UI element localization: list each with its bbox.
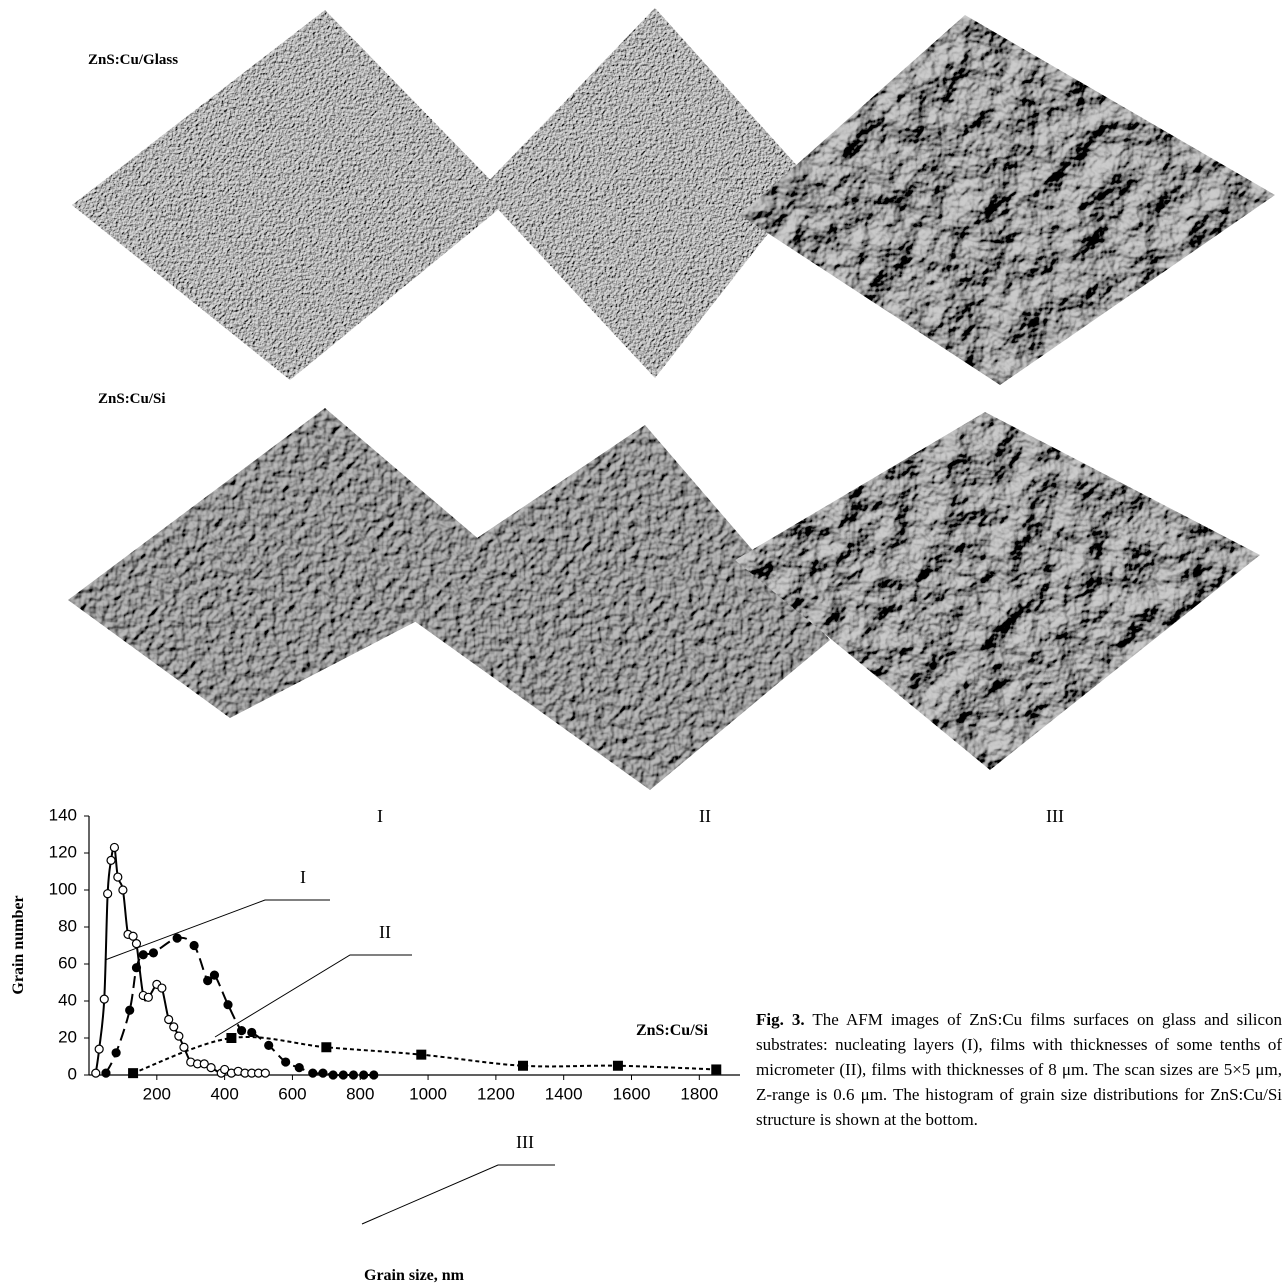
caption-label: Fig. 3. bbox=[756, 1010, 805, 1029]
marker bbox=[339, 1071, 347, 1079]
x-tick-label: 1600 bbox=[613, 1084, 651, 1103]
marker bbox=[95, 1045, 103, 1053]
y-tick-label: 100 bbox=[49, 879, 77, 898]
marker bbox=[139, 951, 147, 959]
marker bbox=[119, 886, 127, 894]
afm-image bbox=[380, 420, 840, 795]
y-tick-label: 40 bbox=[58, 990, 77, 1009]
marker bbox=[102, 1069, 110, 1077]
afm-image bbox=[730, 0, 1280, 390]
marker bbox=[173, 934, 181, 942]
marker bbox=[282, 1058, 290, 1066]
x-tick-label: 800 bbox=[346, 1084, 374, 1103]
marker bbox=[165, 1016, 173, 1024]
series-label: III bbox=[516, 1132, 534, 1152]
x-tick-label: 1400 bbox=[545, 1084, 583, 1103]
marker bbox=[210, 971, 218, 979]
marker bbox=[128, 1068, 138, 1078]
marker bbox=[132, 940, 140, 948]
marker bbox=[107, 856, 115, 864]
marker bbox=[100, 995, 108, 1003]
marker bbox=[92, 1069, 100, 1077]
leader-line bbox=[362, 1165, 555, 1224]
row-label: ZnS:Cu/Si bbox=[98, 391, 166, 407]
x-tick-label: 400 bbox=[210, 1084, 238, 1103]
x-axis-label: Grain size, nm bbox=[364, 1267, 465, 1284]
marker bbox=[132, 964, 140, 972]
marker bbox=[158, 984, 166, 992]
y-tick-label: 140 bbox=[49, 805, 77, 824]
marker bbox=[204, 977, 212, 985]
marker bbox=[613, 1061, 623, 1071]
marker bbox=[261, 1069, 269, 1077]
row-label: ZnS:Cu/Glass bbox=[88, 52, 178, 68]
marker bbox=[309, 1069, 317, 1077]
y-axis-label: Grain number bbox=[10, 895, 27, 994]
marker bbox=[110, 843, 118, 851]
marker bbox=[265, 1041, 273, 1049]
column-label: II bbox=[699, 806, 711, 826]
marker bbox=[349, 1071, 357, 1079]
marker bbox=[248, 1028, 256, 1036]
leader-line bbox=[215, 955, 412, 1037]
afm-images bbox=[60, 0, 1280, 795]
x-tick-label: 1800 bbox=[680, 1084, 718, 1103]
caption: Fig. 3. The AFM images of ZnS:Cu films s… bbox=[756, 1007, 1282, 1132]
x-tick-label: 1000 bbox=[409, 1084, 447, 1103]
column-label: III bbox=[1046, 806, 1064, 826]
marker bbox=[104, 890, 112, 898]
y-tick-label: 120 bbox=[49, 842, 77, 861]
marker bbox=[370, 1071, 378, 1079]
marker bbox=[207, 1064, 215, 1072]
marker bbox=[144, 993, 152, 1001]
x-tick-label: 1200 bbox=[477, 1084, 515, 1103]
marker bbox=[175, 1032, 183, 1040]
marker bbox=[295, 1064, 303, 1072]
x-tick-label: 600 bbox=[278, 1084, 306, 1103]
marker bbox=[321, 1042, 331, 1052]
marker bbox=[238, 1027, 246, 1035]
marker bbox=[518, 1061, 528, 1071]
marker bbox=[114, 873, 122, 881]
marker bbox=[224, 1001, 232, 1009]
caption-text: The AFM images of ZnS:Cu films surfaces … bbox=[756, 1010, 1282, 1129]
marker bbox=[112, 1049, 120, 1057]
afm-image bbox=[730, 405, 1270, 775]
marker bbox=[129, 932, 137, 940]
y-tick-label: 80 bbox=[58, 916, 77, 935]
leader-line bbox=[105, 900, 330, 960]
series-label: II bbox=[379, 922, 391, 942]
x-tick-label: 200 bbox=[143, 1084, 171, 1103]
marker bbox=[170, 1023, 178, 1031]
series-label: I bbox=[300, 867, 306, 887]
marker bbox=[329, 1071, 337, 1079]
marker bbox=[319, 1069, 327, 1077]
page: ZnS:Cu/Glass ZnS:Cu/Si I II III ZnS:Cu/S… bbox=[0, 0, 1283, 1288]
marker bbox=[126, 1006, 134, 1014]
chart-annotation: ZnS:Cu/Si bbox=[636, 1022, 709, 1039]
y-tick-label: 0 bbox=[68, 1064, 77, 1083]
marker bbox=[190, 942, 198, 950]
column-label: I bbox=[377, 806, 383, 826]
marker bbox=[360, 1071, 368, 1079]
y-tick-label: 60 bbox=[58, 953, 77, 972]
y-tick-label: 20 bbox=[58, 1027, 77, 1046]
marker bbox=[226, 1033, 236, 1043]
marker bbox=[149, 949, 157, 957]
marker bbox=[711, 1064, 721, 1074]
marker bbox=[416, 1050, 426, 1060]
